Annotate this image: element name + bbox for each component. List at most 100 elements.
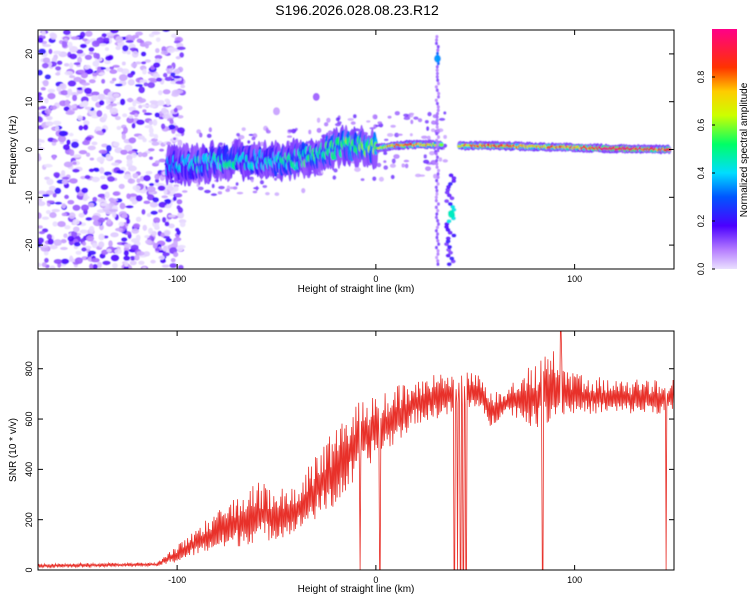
noise-blob xyxy=(148,127,154,134)
noise-blob xyxy=(93,52,98,59)
streak-blob xyxy=(436,148,440,153)
noise-blob xyxy=(131,34,140,39)
ridge-halo-blob xyxy=(442,159,449,163)
noise-blob xyxy=(38,142,42,147)
noise-blob xyxy=(146,213,152,218)
noise-blob xyxy=(81,187,89,194)
noise-blob xyxy=(119,98,126,106)
noise-blob xyxy=(143,174,151,182)
ridge-halo-blob xyxy=(316,127,321,133)
ridge-halo-blob xyxy=(424,166,432,172)
ridge-halo-blob xyxy=(409,133,413,137)
noise-blob xyxy=(38,111,42,116)
noise-blob xyxy=(38,200,46,207)
streak-blob xyxy=(449,256,455,261)
noise-blob xyxy=(60,170,66,176)
noise-blob xyxy=(88,226,95,233)
noise-blob xyxy=(77,115,83,121)
streak-blob xyxy=(435,68,439,72)
noise-blob xyxy=(41,262,47,268)
noise-blob xyxy=(126,193,131,200)
noise-blob xyxy=(87,202,95,208)
noise-blob xyxy=(53,239,62,246)
noise-blob xyxy=(167,46,176,54)
noise-blob xyxy=(81,82,91,86)
noise-blob xyxy=(38,196,43,202)
noise-blob xyxy=(178,219,187,224)
noise-blob xyxy=(167,185,174,192)
noise-blob xyxy=(154,173,160,180)
noise-blob xyxy=(129,260,137,266)
snr-xtick-label: 100 xyxy=(567,575,582,585)
streak-blob xyxy=(435,101,439,106)
noise-blob xyxy=(101,33,107,38)
ridge-halo-blob xyxy=(354,167,361,173)
noise-blob xyxy=(38,138,43,143)
streak-blob xyxy=(450,204,456,209)
noise-blob xyxy=(138,104,143,109)
noise-blob xyxy=(109,69,118,75)
ridge-halo-blob xyxy=(210,193,218,197)
noise-blob xyxy=(70,36,80,41)
noise-blob xyxy=(49,212,57,219)
noise-blob xyxy=(102,260,111,266)
noise-blob xyxy=(126,98,134,103)
noise-blob xyxy=(78,150,88,155)
noise-blob xyxy=(131,228,140,234)
heatmap-feature xyxy=(312,92,320,101)
noise-blob xyxy=(164,230,170,236)
ridge-halo-blob xyxy=(397,133,403,136)
noise-blob xyxy=(84,30,93,37)
noise-blob xyxy=(60,238,67,244)
streak-blob xyxy=(435,125,439,129)
noise-blob xyxy=(127,79,135,86)
streak-blob xyxy=(451,179,457,184)
noise-blob xyxy=(134,254,140,261)
streak-blob xyxy=(437,91,441,96)
noise-blob xyxy=(54,201,63,205)
ridge-halo-blob xyxy=(372,176,377,182)
noise-blob xyxy=(91,91,100,96)
noise-blob xyxy=(164,76,173,82)
noise-blob xyxy=(72,161,77,165)
streak-blob xyxy=(436,252,440,256)
streak-blob xyxy=(435,121,439,126)
noise-blob xyxy=(114,115,121,121)
noise-blob xyxy=(179,221,186,228)
noise-blob xyxy=(144,43,150,49)
noise-blob xyxy=(100,183,109,191)
noise-blob xyxy=(166,65,173,69)
noise-blob xyxy=(130,62,138,68)
snr-ylabel: SNR (10 * v/v) xyxy=(8,418,19,482)
ridge-halo-blob xyxy=(352,114,357,119)
noise-blob xyxy=(85,217,93,221)
noise-blob xyxy=(53,50,62,55)
streak-blob xyxy=(434,41,439,46)
noise-blob xyxy=(174,227,180,232)
ridge-halo-blob xyxy=(262,184,268,189)
noise-blob xyxy=(70,141,80,149)
noise-blob xyxy=(73,62,81,66)
colorbar-gradient xyxy=(712,29,737,269)
snr-ytick-label: 200 xyxy=(24,512,34,527)
noise-blob xyxy=(138,260,145,265)
streak-blob xyxy=(435,34,439,39)
noise-blob xyxy=(152,119,158,126)
ridge-halo-blob xyxy=(383,151,388,156)
noise-blob xyxy=(162,89,171,95)
streak-blob xyxy=(436,262,440,267)
noise-blob xyxy=(132,223,141,229)
colorbar-tick-label: 0.6 xyxy=(696,119,706,132)
ridge-halo-blob xyxy=(408,112,415,116)
noise-blob xyxy=(136,178,141,184)
streak-blob xyxy=(434,245,439,250)
noise-blob xyxy=(62,176,70,180)
noise-blob xyxy=(126,50,131,55)
noise-blob xyxy=(63,233,68,238)
ridge-halo-blob xyxy=(333,168,338,173)
noise-blob xyxy=(44,97,49,104)
streak-blob xyxy=(434,205,438,210)
ridge-halo-blob xyxy=(403,159,410,163)
noise-blob xyxy=(131,200,137,205)
